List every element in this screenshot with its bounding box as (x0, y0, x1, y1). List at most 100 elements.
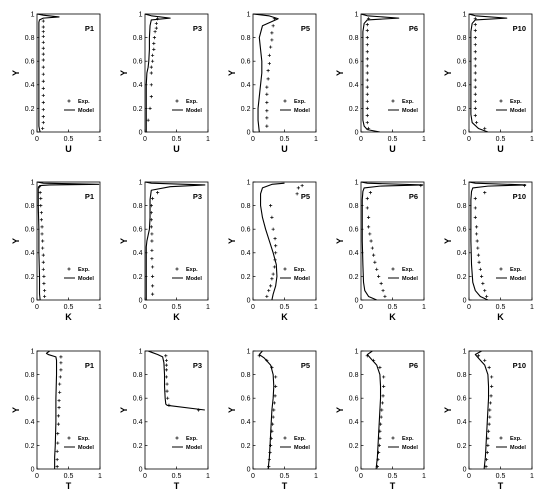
exp-point (365, 85, 369, 89)
exp-point (56, 422, 61, 426)
x-tick-label: 1 (314, 304, 318, 311)
x-axis-label: K (281, 312, 288, 322)
legend: Exp. Model (280, 267, 310, 282)
y-tick-label: 0.8 (133, 35, 143, 42)
model-line (469, 182, 527, 300)
x-tick-label: 1 (530, 304, 534, 311)
model-line (258, 351, 275, 469)
exp-point (473, 78, 477, 82)
exp-point (373, 260, 377, 264)
x-tick-label: 0.5 (64, 473, 74, 480)
y-tick-label: 0.2 (457, 274, 467, 281)
exp-point (377, 274, 381, 278)
x-tick-label: 1 (530, 136, 534, 143)
exp-point (366, 215, 371, 219)
y-tick-label: 0 (139, 129, 143, 136)
exp-point (473, 23, 477, 27)
subplot-k-p1: 0 0.2 0.4 0.6 0.8 1 0 0.5 1 K Y P1 Exp. Model (11, 179, 102, 322)
x-tick-label: 0.5 (388, 473, 398, 480)
panel-title: P1 (85, 24, 94, 33)
exp-point (274, 384, 278, 388)
exp-point (271, 24, 275, 28)
y-tick-label: 0.6 (133, 59, 143, 66)
exp-point (42, 281, 46, 286)
exp-point (269, 45, 273, 49)
exp-point (41, 246, 45, 250)
x-tick-label: 1 (422, 304, 426, 311)
y-tick-label: 0.2 (241, 274, 251, 281)
panel-title: P10 (513, 24, 526, 33)
legend-model-label: Model (402, 445, 418, 451)
y-tick-label: 0.2 (457, 106, 467, 113)
x-axis-label: U (389, 144, 396, 154)
y-tick-label: 0.2 (25, 443, 35, 450)
x-tick-label: 0 (251, 473, 255, 480)
exp-point (483, 288, 487, 293)
y-tick-label: 0 (355, 297, 359, 304)
exp-point (265, 100, 269, 105)
legend: Exp. Model (64, 436, 94, 451)
exp-point (41, 120, 45, 125)
y-tick-label: 0.8 (25, 372, 35, 379)
exp-point (149, 71, 153, 75)
legend-model-label: Model (78, 276, 94, 282)
y-tick-label: 0 (355, 129, 359, 136)
exp-point (271, 227, 275, 231)
x-tick-label: 1 (206, 136, 210, 143)
y-tick-label: 0.2 (349, 106, 359, 113)
y-tick-label: 0.4 (457, 82, 467, 89)
exp-point (267, 288, 271, 293)
exp-point (476, 253, 481, 257)
exp-point (41, 40, 45, 44)
exp-point (366, 225, 371, 229)
exp-point (295, 192, 299, 196)
exp-point (477, 260, 481, 264)
panel-title: P10 (513, 192, 526, 201)
y-tick-label: 0.6 (457, 59, 467, 66)
exp-point (55, 457, 59, 462)
exp-point (152, 47, 156, 51)
exp-point (39, 196, 43, 201)
exp-point (473, 92, 477, 96)
x-axis-label: U (173, 144, 180, 154)
exp-point (473, 71, 477, 75)
x-tick-label: 1 (314, 473, 318, 480)
y-tick-label: 0.6 (25, 59, 35, 66)
y-tick-label: 0.4 (241, 82, 251, 89)
exp-point (365, 196, 369, 201)
legend-exp-marker (283, 99, 287, 103)
x-tick-label: 0 (35, 473, 39, 480)
legend-model-label: Model (510, 108, 526, 114)
exp-point (266, 69, 270, 73)
exp-point (164, 368, 169, 372)
exp-point (38, 191, 42, 195)
legend-model-label: Model (510, 445, 526, 451)
exp-point (58, 382, 62, 386)
y-axis-label: Y (11, 70, 21, 76)
exp-point (274, 375, 278, 379)
legend-exp-marker (283, 436, 287, 440)
y-tick-label: 0 (139, 297, 143, 304)
model-line (361, 14, 400, 132)
legend-exp-marker (175, 267, 179, 271)
y-tick-label: 0.4 (457, 250, 467, 257)
y-tick-label: 1 (355, 11, 359, 18)
exp-point (473, 36, 477, 40)
exp-point (41, 52, 45, 56)
exp-point (365, 43, 369, 47)
legend-exp-label: Exp. (78, 99, 90, 105)
legend-exp-marker (283, 267, 287, 271)
exp-point (274, 244, 278, 248)
x-tick-label: 1 (314, 136, 318, 143)
x-axis-label: K (497, 312, 504, 322)
exp-point (41, 34, 45, 39)
exp-point (56, 432, 60, 436)
exp-point (41, 107, 45, 112)
legend: Exp. Model (388, 436, 418, 451)
model-line (366, 351, 382, 469)
exp-point (150, 284, 155, 288)
legend-exp-marker (67, 436, 71, 440)
y-tick-label: 0 (355, 466, 359, 473)
x-axis-label: U (497, 144, 504, 154)
exp-point (149, 225, 153, 229)
